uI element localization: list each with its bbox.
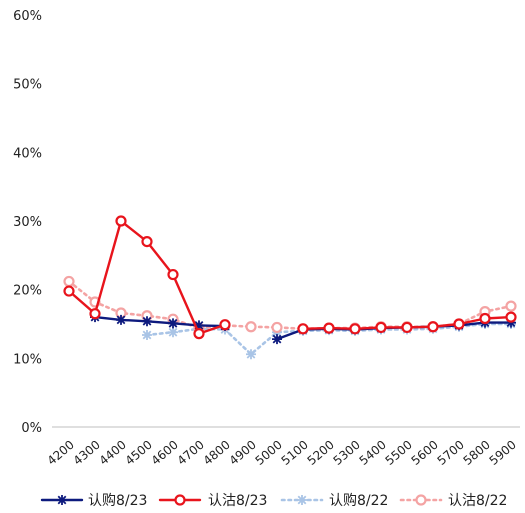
x-tick-label: 4800 xyxy=(201,438,233,468)
data-point-marker xyxy=(57,495,67,505)
data-point-marker xyxy=(168,327,178,338)
data-point-marker xyxy=(479,312,491,325)
x-tick-label: 4400 xyxy=(97,438,129,468)
data-point-marker xyxy=(219,319,231,331)
data-point-marker xyxy=(167,268,179,281)
data-point-marker xyxy=(89,308,101,320)
x-tick-label: 5400 xyxy=(357,438,389,468)
data-point-marker xyxy=(63,275,75,288)
y-tick-label: 0% xyxy=(21,421,42,436)
data-point-marker xyxy=(245,321,257,333)
legend-label: 认沽8/23 xyxy=(208,493,267,509)
legend: 认购8/23 认沽8/23 认购8/22 认沽8/22 xyxy=(40,493,507,509)
data-point-marker xyxy=(505,300,517,312)
data-point-marker xyxy=(505,311,517,323)
series-line xyxy=(67,219,513,335)
y-tick-label: 50% xyxy=(13,78,42,93)
x-tick-label: 5900 xyxy=(487,438,519,468)
y-tick-label: 60% xyxy=(13,9,42,24)
data-point-marker xyxy=(246,349,256,360)
legend-item: 认沽8/23 xyxy=(158,493,267,509)
x-tick-label: 5300 xyxy=(331,438,363,468)
x-tick-label: 5700 xyxy=(435,438,467,468)
data-point-marker xyxy=(193,328,205,340)
data-point-marker xyxy=(401,321,413,334)
x-tick-label: 5500 xyxy=(383,438,415,468)
data-point-marker xyxy=(168,318,178,329)
y-tick-label: 40% xyxy=(13,146,42,161)
y-axis-tick-labels: 0% 10% 20% 30% 40% 50% 60% xyxy=(13,9,42,436)
data-point-marker xyxy=(142,316,152,327)
x-tick-label: 4700 xyxy=(175,438,207,468)
data-point-marker xyxy=(415,494,427,506)
data-point-marker xyxy=(174,494,186,506)
legend-item: 认沽8/22 xyxy=(399,493,507,509)
series-layer xyxy=(63,215,517,360)
data-point-marker xyxy=(116,314,126,325)
data-point-marker xyxy=(453,318,465,330)
y-tick-label: 10% xyxy=(13,352,42,367)
legend-item: 认购8/23 xyxy=(40,493,147,509)
data-point-marker xyxy=(194,320,204,331)
data-point-marker xyxy=(271,321,283,334)
data-point-marker xyxy=(63,285,75,297)
y-tick-label: 20% xyxy=(13,284,42,299)
data-point-marker xyxy=(323,322,335,334)
x-tick-label: 5200 xyxy=(305,438,337,468)
data-point-marker xyxy=(272,334,282,345)
data-point-marker xyxy=(297,495,307,505)
x-tick-label: 4500 xyxy=(123,438,155,468)
series-2 xyxy=(63,215,517,340)
data-point-marker xyxy=(427,321,439,333)
legend-label: 认购8/23 xyxy=(88,493,147,509)
data-point-marker xyxy=(297,323,309,335)
legend-item: 认购8/22 xyxy=(280,493,388,509)
x-tick-label: 5100 xyxy=(279,438,311,468)
x-tick-label: 5800 xyxy=(461,438,493,468)
data-point-marker xyxy=(115,215,127,227)
x-tick-label: 5000 xyxy=(253,438,285,468)
x-tick-label: 5600 xyxy=(409,438,441,468)
y-tick-label: 30% xyxy=(13,215,42,230)
x-tick-label: 4300 xyxy=(71,438,103,468)
x-axis-tick-labels: 4200430044004500460047004800490050005100… xyxy=(45,438,519,468)
data-point-marker xyxy=(142,329,152,340)
x-tick-label: 4600 xyxy=(149,438,181,468)
x-tick-label: 4900 xyxy=(227,438,259,468)
x-tick-label: 4200 xyxy=(45,438,77,468)
legend-label: 认购8/22 xyxy=(329,493,388,509)
data-point-marker xyxy=(349,323,361,335)
data-point-marker xyxy=(141,236,153,248)
data-point-marker xyxy=(375,321,387,334)
legend-label: 认沽8/22 xyxy=(448,493,507,509)
